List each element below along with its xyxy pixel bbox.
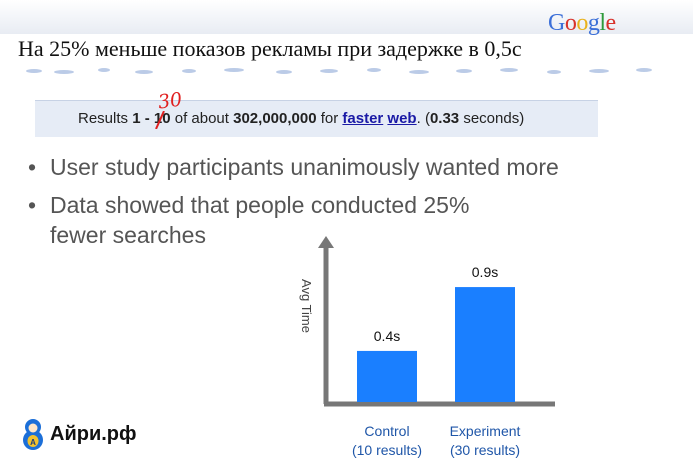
- bar-value-label: 0.4s: [374, 328, 400, 344]
- top-band: [0, 0, 693, 34]
- x-tick-label: Experiment: [450, 423, 521, 439]
- brand-text: Айри.рф: [50, 422, 137, 445]
- x-tick-label: (10 results): [352, 442, 422, 458]
- strike-mark: [154, 111, 165, 129]
- results-start: 1: [132, 110, 141, 127]
- bullet-item: • Data showed that people conducted 25% f…: [28, 192, 470, 248]
- google-logo-letter: o: [576, 10, 588, 36]
- query-link-faster[interactable]: faster: [342, 110, 384, 127]
- x-tick-label: Control: [364, 423, 409, 439]
- results-count: 302,000,000: [233, 110, 317, 127]
- decorative-dot-row: [26, 68, 652, 74]
- y-axis-arrow: [318, 236, 334, 248]
- matryoshka-icon: A: [23, 419, 43, 450]
- google-logo-letter: e: [605, 10, 617, 36]
- svg-text:A: A: [30, 438, 36, 447]
- results-time-open: . (: [416, 110, 430, 127]
- bar: [357, 350, 417, 402]
- query-link-web[interactable]: web: [387, 110, 417, 127]
- google-logo-letter: o: [564, 10, 577, 36]
- results-time: 0.33: [429, 110, 460, 127]
- google-logo: Google: [548, 10, 616, 37]
- results-end-struck: 10: [153, 110, 171, 129]
- bullet-text: Data showed that people conducted 25% fe…: [50, 192, 470, 248]
- bar: [455, 287, 515, 402]
- results-prefix: Results: [78, 110, 133, 127]
- results-for: for: [316, 110, 343, 127]
- bullet-text: User study participants unanimously want…: [50, 154, 559, 180]
- x-tick-label: (30 results): [450, 442, 520, 458]
- google-logo-letter: l: [599, 10, 606, 36]
- y-axis-label: Avg Time: [299, 279, 314, 333]
- results-dash: -: [140, 110, 154, 127]
- search-results-bar: [35, 100, 598, 137]
- results-summary: Results 1 - 10 of about 302,000,000 for …: [78, 110, 525, 129]
- results-about: of about: [170, 110, 234, 127]
- bullet-item: • User study participants unanimously wan…: [28, 154, 559, 180]
- google-logo-letter: G: [548, 10, 565, 36]
- google-logo-letter: g: [587, 10, 600, 36]
- bar-value-label: 0.9s: [472, 264, 498, 280]
- airi-logo: A Айри.рф: [22, 418, 137, 450]
- slide-headline: На 25% меньше показов рекламы при задерж…: [18, 36, 522, 61]
- results-time-close: seconds): [459, 110, 525, 127]
